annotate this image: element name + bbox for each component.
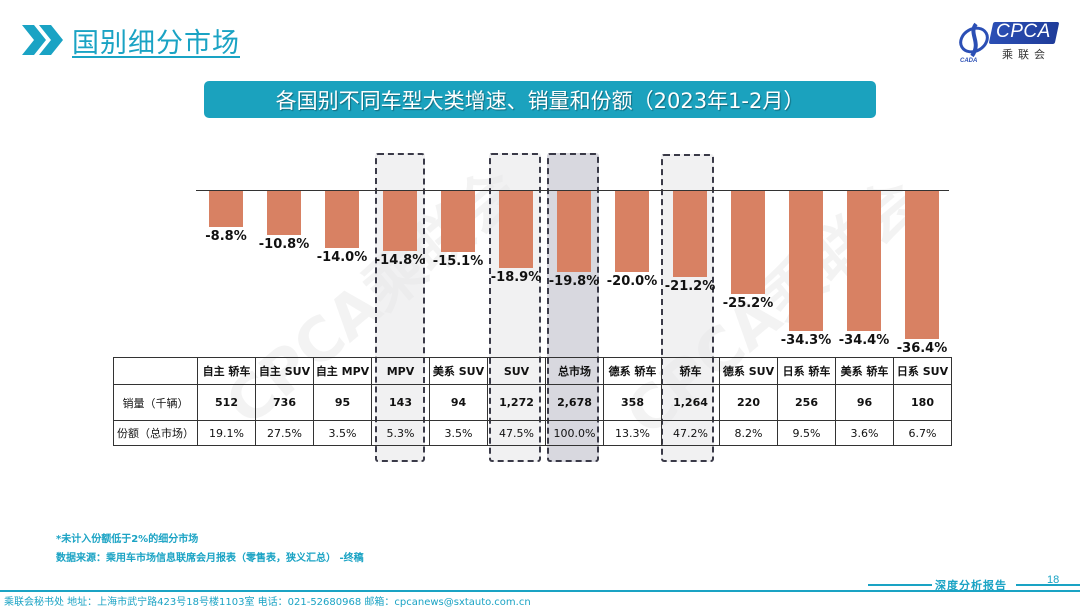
sales-cell: 358 (603, 384, 662, 421)
zero-axis-line (196, 190, 949, 191)
chart-title: 各国别不同车型大类增速、销量和份额（2023年1-2月） (275, 88, 805, 113)
report-tag-line-right (1016, 584, 1080, 586)
sales-cell: 94 (429, 384, 488, 421)
sales-cell: 736 (255, 384, 314, 421)
bar (267, 191, 301, 235)
sales-cell: 95 (313, 384, 372, 421)
bar (847, 191, 881, 331)
bar (731, 191, 765, 294)
share-cell: 6.7% (893, 420, 952, 446)
share-cell: 47.5% (487, 420, 546, 446)
logo-small-text: CADA (960, 58, 978, 64)
share-cell: 8.2% (719, 420, 778, 446)
share-cell: 27.5% (255, 420, 314, 446)
data-table: 自主 轿车 自主 SUV 自主 MPV MPV 美系 SUV SUV 总市场 德系 轿车 轿车德… (113, 357, 952, 446)
report-tag-line-left (868, 584, 932, 586)
table-header-cell: 德系 SUV (719, 357, 778, 385)
footer-divider (0, 590, 1080, 592)
sales-cell: 512 (197, 384, 256, 421)
footer-contact: 乘联会秘书处 地址：上海市武宁路423号18号楼1103室 电话：021-526… (4, 597, 531, 608)
table-header-cell: 自主 MPV (313, 357, 372, 385)
bar-value-label: -14.8% (374, 253, 426, 269)
table-header-cell: 自主 轿车 (197, 357, 256, 385)
page-title: 国别细分市场 (72, 27, 240, 59)
share-cell: 9.5% (777, 420, 836, 446)
row-label-share: 份额（总市场） (113, 420, 198, 446)
bar (673, 191, 707, 278)
table-header-cell: 轿车 (661, 357, 720, 385)
bar (557, 191, 591, 272)
sales-cell: 1,264 (661, 384, 720, 421)
note-source: 数据来源：乘用车市场信息联席会月报表（零售表，狭义汇总） -终稿 (56, 553, 364, 564)
note-exclusion: *未计入份额低于2%的细分市场 (56, 534, 199, 545)
share-cell: 47.2% (661, 420, 720, 446)
sales-cell: 220 (719, 384, 778, 421)
table-header-cell: 日系 SUV (893, 357, 952, 385)
logo-cn-text: 乘联会 (1002, 48, 1050, 61)
chart-title-banner: 各国别不同车型大类增速、销量和份额（2023年1-2月） (204, 81, 876, 118)
share-cell: 5.3% (371, 420, 430, 446)
bar (383, 191, 417, 252)
table-header-cell: 总市场 (545, 357, 604, 385)
bar-value-label: -18.9% (490, 269, 542, 285)
table-corner-cell (113, 357, 198, 385)
bar-value-label: -15.1% (432, 254, 484, 270)
share-cell: 3.5% (429, 420, 488, 446)
bar-value-label: -14.0% (316, 249, 368, 265)
share-cell: 13.3% (603, 420, 662, 446)
notes: *未计入份额低于2%的细分市场 数据来源：乘用车市场信息联席会月报表（零售表，狭… (56, 530, 364, 568)
table-header-cell: 美系 轿车 (835, 357, 894, 385)
bar-value-label: -21.2% (664, 279, 716, 295)
table-header-cell: 德系 轿车 (603, 357, 662, 385)
sales-cell: 96 (835, 384, 894, 421)
table-header-cell: 日系 轿车 (777, 357, 836, 385)
bar (905, 191, 939, 340)
bar-value-label: -20.0% (606, 274, 658, 290)
bar-value-label: -10.8% (258, 236, 310, 252)
bar (615, 191, 649, 273)
bar (209, 191, 243, 227)
bar (499, 191, 533, 268)
bar-value-label: -34.3% (780, 332, 832, 348)
bar (441, 191, 475, 253)
double-chevron-right-icon (22, 25, 66, 55)
logo-text: CPCA (996, 21, 1051, 42)
cpca-logo: CPCA 乘联会 CADA (958, 18, 1063, 64)
share-cell: 19.1% (197, 420, 256, 446)
share-cell: 100.0% (545, 420, 604, 446)
bar-value-label: -25.2% (722, 295, 774, 311)
row-label-sales: 销量（千辆） (113, 384, 198, 421)
share-cell: 3.5% (313, 420, 372, 446)
bar-value-label: -19.8% (548, 273, 600, 289)
sales-cell: 256 (777, 384, 836, 421)
bar-value-label: -8.8% (205, 228, 247, 244)
share-cell: 3.6% (835, 420, 894, 446)
section-header: 国别细分市场 (22, 22, 240, 59)
page-number: 18 (1047, 574, 1060, 586)
sales-cell: 2,678 (545, 384, 604, 421)
report-tag: 深度分析报告 (935, 579, 1007, 592)
bar (789, 191, 823, 331)
globe-logo-icon (959, 22, 989, 58)
bar (325, 191, 359, 248)
sales-cell: 143 (371, 384, 430, 421)
sales-cell: 180 (893, 384, 952, 421)
bar-value-label: -36.4% (896, 341, 948, 357)
table-header-cell: MPV (371, 357, 430, 385)
table-header-cell: 自主 SUV (255, 357, 314, 385)
table-header-cell: SUV (487, 357, 546, 385)
bar-value-label: -34.4% (838, 333, 890, 348)
sales-cell: 1,272 (487, 384, 546, 421)
table-header-cell: 美系 SUV (429, 357, 488, 385)
